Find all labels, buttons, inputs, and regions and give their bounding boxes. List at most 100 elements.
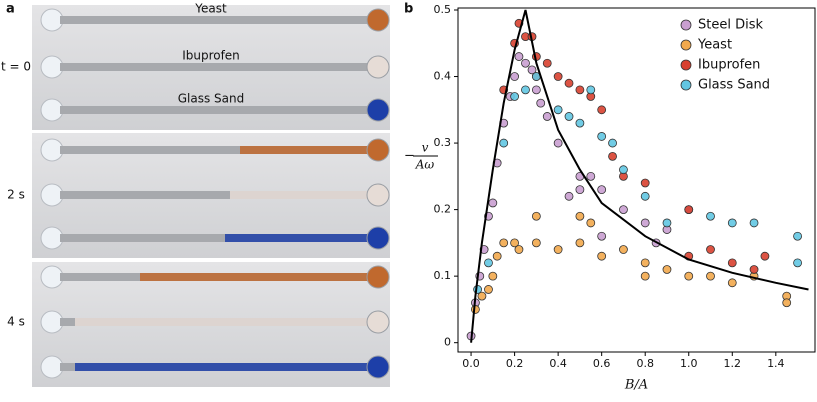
- panel-b: b 0.0 0.2 0.4 0.6 0.8 1.0 1.2 1.4 0 0.1 0.2 0.3 0.4 0…: [404, 2, 816, 393]
- point: [527, 65, 537, 75]
- legend-label: Glass Sand: [698, 78, 770, 93]
- row-label: 2 s: [7, 188, 25, 202]
- point: [510, 92, 519, 101]
- point: [575, 238, 585, 248]
- point: [749, 218, 759, 228]
- legend-marker: [680, 59, 692, 71]
- well-left: [40, 98, 64, 122]
- point: [531, 85, 541, 95]
- material-fill: [230, 191, 370, 199]
- legend-label: Yeast: [697, 38, 732, 53]
- point: [564, 78, 574, 88]
- point: [793, 231, 802, 241]
- point: [619, 165, 628, 175]
- y-label-numerator: v: [422, 141, 429, 155]
- point: [492, 251, 502, 261]
- point: [477, 291, 487, 301]
- point: [608, 151, 617, 161]
- x-tick-label: 1.2: [724, 357, 742, 370]
- point: [586, 171, 596, 181]
- legend-marker: [680, 19, 692, 31]
- legend-label: Ibuprofen: [698, 58, 760, 73]
- point: [640, 191, 650, 201]
- legend-marker: [680, 39, 692, 51]
- y-tick-label: 0.2: [434, 203, 452, 216]
- well-right: [366, 226, 390, 250]
- panel-a: a t = 0 Yeast Ibuprofen Glass Sand 2 s 4 s: [1, 2, 390, 387]
- y-tick-label: 0: [444, 336, 451, 349]
- point: [514, 245, 524, 254]
- point: [684, 271, 694, 281]
- point: [514, 52, 524, 61]
- point: [662, 265, 672, 274]
- point: [619, 245, 628, 254]
- x-tick-label: 0.0: [462, 357, 480, 370]
- well-right: [366, 138, 390, 162]
- channel: [60, 63, 370, 71]
- point: [564, 191, 574, 201]
- well-right: [366, 265, 390, 289]
- material-fill: [75, 318, 370, 326]
- point: [597, 105, 607, 115]
- channel-label: Yeast: [194, 2, 227, 16]
- point: [499, 138, 509, 148]
- y-tick-label: 0.1: [434, 269, 452, 282]
- y-tick-label: 0.5: [434, 3, 452, 16]
- point: [473, 285, 482, 294]
- point: [542, 58, 552, 68]
- point: [586, 85, 596, 95]
- point: [662, 218, 672, 228]
- point: [542, 112, 552, 121]
- point: [484, 285, 493, 294]
- row-label: t = 0: [1, 60, 31, 74]
- y-tick-label: 0.4: [434, 70, 452, 83]
- channel: [60, 234, 370, 242]
- legend-marker: [680, 79, 692, 91]
- point: [521, 58, 530, 68]
- point: [553, 72, 563, 81]
- point: [706, 245, 715, 254]
- point: [488, 198, 498, 208]
- material-fill: [240, 146, 370, 154]
- well-right: [366, 98, 390, 122]
- point: [575, 118, 585, 128]
- x-tick-label: 1.0: [680, 357, 698, 370]
- x-tick-label: 1.4: [767, 357, 785, 370]
- point: [793, 258, 802, 268]
- well-right: [366, 55, 390, 79]
- point: [553, 105, 563, 115]
- well-left: [40, 355, 64, 379]
- channel: [60, 191, 370, 199]
- well-left: [40, 310, 64, 334]
- point: [575, 85, 585, 95]
- legend-label: Steel Disk: [698, 18, 763, 33]
- fit-curve: [470, 9, 809, 343]
- point: [597, 185, 607, 195]
- x-tick-label: 0.8: [636, 357, 654, 370]
- x-tick-label: 0.2: [506, 357, 524, 370]
- x-tick-label: 0.6: [593, 357, 611, 370]
- point: [619, 205, 628, 215]
- point: [706, 271, 715, 281]
- channel: [60, 146, 370, 154]
- well-left: [40, 183, 64, 207]
- point: [684, 205, 694, 215]
- well-right: [366, 183, 390, 207]
- point: [488, 271, 498, 281]
- point: [531, 211, 541, 221]
- plot-frame: [457, 7, 816, 353]
- channel-label: Glass Sand: [178, 92, 245, 106]
- y-tick-label: 0.3: [434, 136, 452, 149]
- x-tick-label: 0.4: [549, 357, 567, 370]
- point: [727, 258, 737, 268]
- point: [640, 271, 650, 281]
- point: [640, 218, 650, 228]
- point: [586, 218, 596, 228]
- channel-label: Ibuprofen: [182, 49, 240, 63]
- point: [536, 98, 546, 108]
- row-label: 4 s: [7, 315, 25, 329]
- material-fill: [225, 234, 370, 242]
- point: [499, 238, 509, 248]
- well-left: [40, 138, 64, 162]
